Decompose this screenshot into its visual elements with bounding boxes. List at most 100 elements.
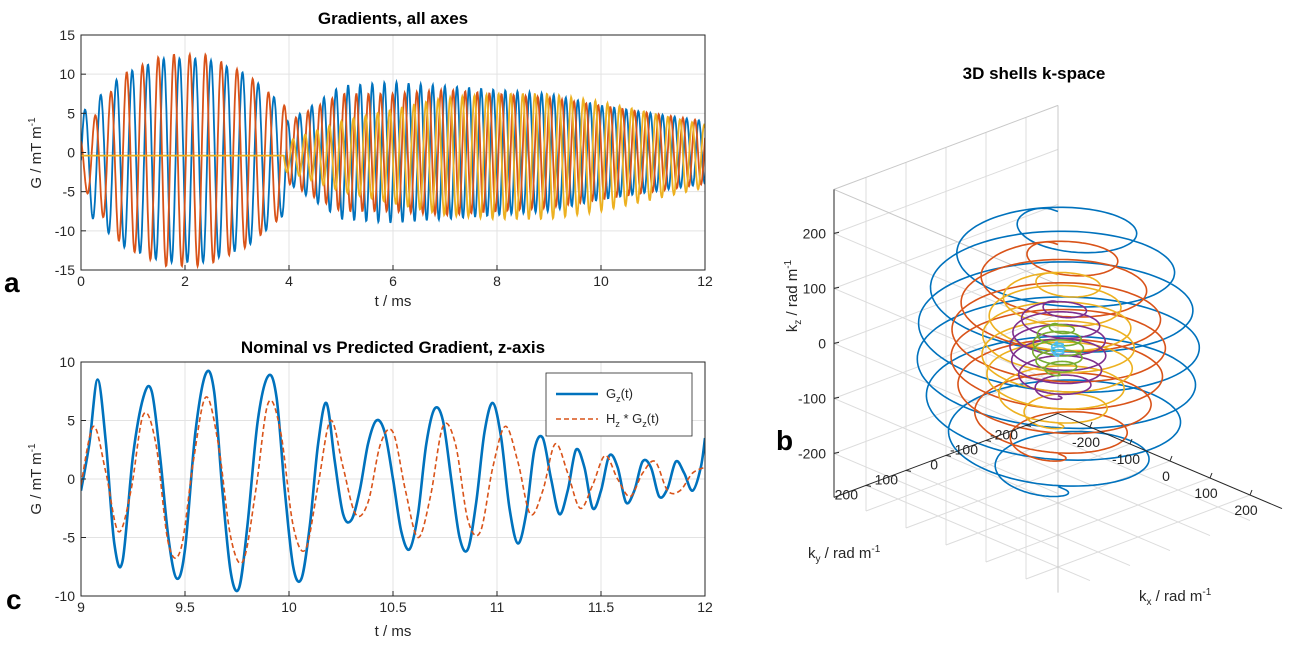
panel-b-label: b (776, 425, 793, 456)
panel-b-3d-shells: 3D shells k-space -200 -100 0 100 200 200 100 0… (776, 64, 1283, 608)
panel-a-gradients-all-axes: Gradients, all axes 0 2 4 6 8 10 12 -15 -10 -5 0 5 1… (4, 9, 713, 310)
tick-label-y: 5 (67, 105, 75, 121)
tick-label-y: 0 (67, 471, 75, 487)
box-edge (833, 188, 1059, 286)
tick-mark-z (833, 451, 840, 454)
panel-a-label: a (4, 267, 20, 298)
tick-label-x: 0 (1162, 468, 1170, 484)
tick-label-z: -100 (798, 390, 826, 406)
tick-label-x: 2 (181, 273, 189, 289)
tick-label-x: 12 (697, 273, 713, 289)
tick-label-y: -100 (950, 441, 978, 457)
tick-mark-x (1249, 489, 1253, 496)
side-wall-gridline (833, 203, 1059, 289)
tick-mark-x (1169, 455, 1173, 462)
zlabel-base: k (784, 324, 801, 332)
panel-c-xlabel: t / ms (375, 623, 412, 640)
panel-b-ylabel: ky / rad m-1 (808, 544, 881, 565)
panel-c-label: c (6, 584, 22, 615)
tick-label-x: 10 (281, 599, 297, 615)
floor-gridline (985, 477, 1211, 563)
tick-label-x: 10 (593, 273, 609, 289)
tick-label-x: 8 (493, 273, 501, 289)
tick-label-y: 100 (875, 471, 899, 487)
series-line-1 (81, 51, 705, 270)
tick-label-y: -10 (55, 588, 75, 604)
xlabel-tail: / rad m (1152, 588, 1203, 605)
panel-a-ylabel-base: G / mT m (28, 126, 45, 188)
leg2-tail: * G (620, 411, 642, 426)
floor-gridline (865, 484, 1091, 582)
tick-label-x: 100 (1194, 485, 1218, 501)
tick-mark-z (833, 286, 840, 289)
leg2-main: H (606, 411, 615, 426)
panel-b-xlabel: kx / rad m-1 (1139, 587, 1212, 608)
tick-label-y: 15 (59, 27, 75, 43)
leg1-sub: z (616, 394, 621, 404)
box-edge (833, 104, 1059, 190)
panel-b-zlabel: kz / rad m-1 (783, 259, 804, 332)
leg2-sub: z (615, 419, 620, 429)
floor-gridline (905, 469, 1131, 567)
tick-mark-y (905, 469, 912, 472)
tick-label-z: 200 (803, 225, 827, 241)
tick-label-y: 10 (59, 354, 75, 370)
ylabel-sup: -1 (871, 544, 880, 555)
panel-b-title: 3D shells k-space (963, 64, 1106, 83)
shell-spiral-2 (981, 271, 1136, 430)
tick-label-x: 9.5 (175, 599, 195, 615)
floor-gridline (1025, 494, 1251, 580)
tick-label-x: 11 (490, 599, 505, 615)
tick-label-x: 4 (285, 273, 293, 289)
tick-mark-x (1129, 438, 1133, 445)
tick-label-x: 0 (77, 273, 85, 289)
leg1-tail: (t) (621, 386, 633, 401)
leg2-sub2: z (642, 419, 647, 429)
panel-b-series (916, 206, 1201, 498)
panel-c-ticks: 9 9.5 10 10.5 11 11.5 12 -10 -5 0 5 10 (55, 354, 713, 615)
panel-a-ticks: 0 2 4 6 8 10 12 -15 -10 -5 0 5 10 15 (55, 27, 713, 289)
tick-label-z: -200 (798, 445, 826, 461)
legend-entry-gz: Gz(t) (606, 386, 633, 404)
series-line-2 (81, 91, 705, 222)
shell-spiral-5 (1050, 341, 1066, 357)
tick-label-y: 5 (67, 413, 75, 429)
tick-label-x: 200 (1234, 502, 1258, 518)
tick-mark-x (1089, 421, 1093, 428)
tick-label-z: 0 (818, 335, 826, 351)
zlabel-sub: z (793, 320, 804, 325)
ylabel-tail: / rad m (821, 545, 872, 562)
tick-mark-y (1025, 424, 1032, 427)
tick-label-x: -100 (1112, 451, 1140, 467)
tick-mark-x (1209, 472, 1213, 479)
tick-mark-z (833, 341, 840, 344)
shell-spiral-1 (950, 240, 1167, 462)
side-wall-gridline (833, 148, 1059, 234)
series-line-gz (81, 369, 705, 593)
tick-label-x: -200 (1072, 434, 1100, 450)
series-line-hz-gz (81, 396, 705, 565)
panel-a-ylabel: G / mT m-1 (27, 117, 45, 189)
shell-spiral-3 (1009, 300, 1107, 401)
tick-label-x: 10.5 (379, 599, 406, 615)
ylabel-base: k (808, 545, 816, 562)
tick-label-y: 0 (930, 456, 938, 472)
panel-c-series (81, 369, 705, 593)
panel-c-ylabel-base: G / mT m (28, 452, 45, 514)
legend-box (545, 372, 693, 437)
tick-label-y: 200 (835, 486, 859, 502)
tick-label-z: 100 (803, 280, 827, 296)
side-wall-gridline (833, 258, 1059, 344)
tick-label-y: 10 (59, 66, 75, 82)
xlabel-sup: -1 (1202, 587, 1211, 598)
panel-a-ylabel-sup: -1 (27, 117, 38, 126)
tick-label-x: 9 (77, 599, 85, 615)
tick-mark-z (833, 231, 840, 234)
tick-label-y: -5 (63, 530, 76, 546)
panel-a-series (81, 51, 705, 270)
tick-label-y: -15 (55, 262, 75, 278)
ylabel-sub: y (816, 554, 821, 565)
tick-label-x: 11.5 (588, 599, 614, 615)
panel-a-xlabel: t / ms (375, 293, 412, 310)
